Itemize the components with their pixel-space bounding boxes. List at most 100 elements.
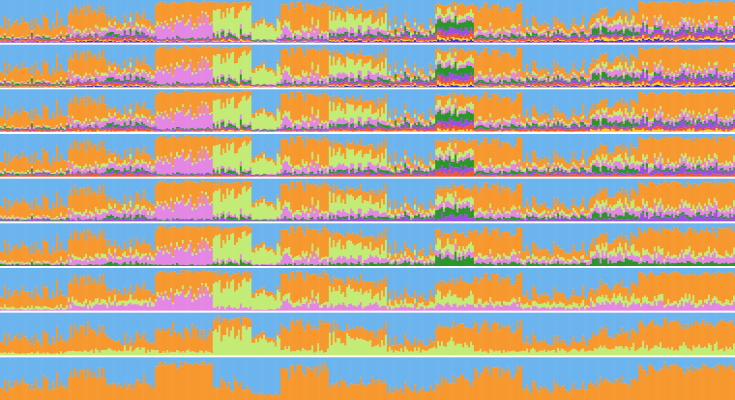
membership-bar [244, 34, 246, 37]
membership-bar [195, 0, 197, 2]
membership-bar [362, 22, 364, 34]
membership-bar [81, 0, 83, 9]
membership-bar [157, 25, 159, 39]
membership-bar [89, 6, 91, 28]
membership-bar [248, 83, 250, 85]
membership-bar [56, 0, 58, 11]
membership-bar [424, 42, 426, 43]
membership-bar [244, 82, 246, 84]
membership-bar [455, 29, 457, 33]
membership-bar [66, 86, 68, 87]
membership-bar [60, 80, 62, 82]
membership-bar [74, 83, 76, 84]
membership-bar [418, 35, 420, 39]
membership-bar [282, 40, 284, 41]
membership-bar [696, 27, 698, 29]
membership-bar [352, 42, 354, 43]
membership-bar [89, 34, 91, 35]
membership-bar [0, 83, 2, 84]
membership-bar [190, 0, 192, 2]
membership-bar [0, 42, 2, 43]
membership-bar [449, 27, 451, 33]
membership-bar [139, 65, 141, 73]
membership-bar [458, 5, 460, 15]
membership-bar [340, 0, 342, 8]
membership-bar [168, 85, 170, 86]
membership-bar [561, 28, 563, 30]
membership-bar [665, 33, 667, 37]
membership-bar [654, 15, 656, 17]
membership-bar [118, 45, 120, 65]
membership-bar [97, 45, 99, 61]
membership-bar [598, 23, 600, 27]
membership-bar [155, 5, 157, 26]
membership-bar [141, 32, 143, 35]
membership-bar [373, 35, 375, 37]
membership-bar [402, 30, 404, 32]
membership-bar [613, 35, 615, 39]
membership-bar [79, 84, 81, 86]
membership-bar [671, 32, 673, 38]
membership-bar [540, 0, 542, 23]
membership-bar [660, 3, 662, 15]
membership-bar [242, 84, 244, 85]
membership-bar [445, 0, 447, 5]
membership-bar [667, 29, 669, 31]
membership-bar [683, 41, 685, 42]
membership-bar [685, 40, 687, 41]
membership-bar [114, 16, 116, 22]
membership-bar [228, 59, 230, 75]
membership-bar [582, 34, 584, 37]
membership-bar [191, 83, 193, 85]
membership-bar [398, 0, 400, 28]
membership-bar [70, 55, 72, 79]
membership-bar [723, 0, 725, 3]
membership-bar [161, 86, 163, 87]
membership-bar [412, 40, 414, 41]
membership-bar [6, 75, 8, 82]
membership-bar [31, 38, 33, 41]
membership-bar [580, 38, 582, 41]
membership-bar [472, 23, 474, 31]
membership-bar [221, 34, 223, 37]
membership-bar [673, 39, 675, 40]
membership-bar [460, 19, 462, 22]
membership-bar [377, 34, 379, 36]
membership-bar [710, 37, 712, 38]
membership-bar [70, 0, 72, 10]
membership-bar [6, 82, 8, 83]
membership-bar [321, 33, 323, 36]
membership-bar [360, 40, 362, 42]
membership-bar [350, 42, 352, 43]
membership-bar [675, 0, 677, 1]
membership-bar [128, 86, 130, 87]
membership-bar [21, 87, 23, 88]
membership-bar [230, 85, 232, 87]
membership-bar [578, 40, 580, 41]
membership-bar [126, 75, 128, 80]
membership-bar [74, 78, 76, 83]
membership-bar [563, 23, 565, 31]
membership-bar [203, 69, 205, 83]
membership-bar [489, 26, 491, 34]
membership-bar [427, 40, 429, 41]
membership-bar [221, 19, 223, 29]
membership-bar [174, 0, 176, 2]
membership-bar [31, 0, 33, 20]
membership-bar [453, 40, 455, 42]
membership-bar [573, 0, 575, 17]
membership-bar [74, 38, 76, 39]
membership-bar [358, 33, 360, 37]
membership-bar [393, 41, 395, 42]
membership-bar [168, 42, 170, 43]
membership-bar [654, 2, 656, 15]
membership-bar [495, 5, 497, 30]
membership-bar [609, 0, 611, 17]
membership-bar [507, 41, 509, 42]
membership-bar [118, 30, 120, 34]
membership-bar [74, 50, 76, 75]
membership-bar [124, 27, 126, 30]
membership-bar [242, 81, 244, 84]
membership-bar [553, 27, 555, 28]
membership-bar [476, 36, 478, 39]
